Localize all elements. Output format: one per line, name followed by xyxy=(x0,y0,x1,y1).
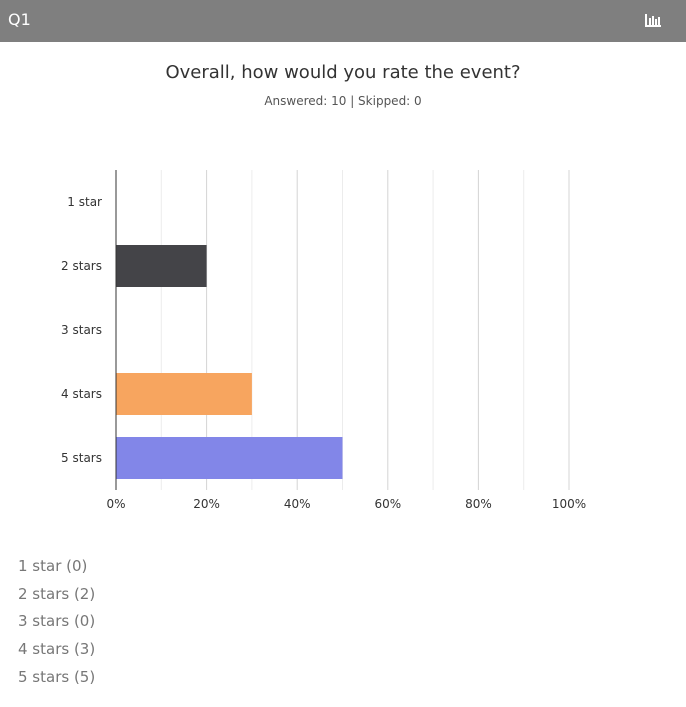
category-label: 1 star xyxy=(67,195,102,209)
list-item: 3 stars (0) xyxy=(18,612,96,631)
x-tick-label: 60% xyxy=(374,497,401,511)
x-tick-label: 100% xyxy=(552,497,586,511)
x-tick-label: 20% xyxy=(193,497,220,511)
category-label: 3 stars xyxy=(61,323,102,337)
list-item: 4 stars (3) xyxy=(18,640,96,659)
category-label: 4 stars xyxy=(61,387,102,401)
rating-bar-chart: 1 star 2 stars 3 stars 4 stars 5 stars 0% 20% 4… xyxy=(61,170,586,511)
answer-stats: Answered: 10 | Skipped: 0 xyxy=(264,94,422,108)
question-header: Q1 xyxy=(0,0,686,42)
list-item: 2 stars (2) xyxy=(18,584,96,603)
category-label: 2 stars xyxy=(61,259,102,273)
category-label: 5 stars xyxy=(61,451,102,465)
x-tick-label: 0% xyxy=(106,497,125,511)
bar-chart-icon[interactable] xyxy=(644,12,662,28)
question-title: Overall, how would you rate the event? xyxy=(165,62,521,83)
response-count-list: 1 star (0) 2 stars (2) 3 stars (0) 4 sta… xyxy=(18,554,95,692)
list-item: 5 stars (5) xyxy=(18,667,96,686)
x-tick-label: 80% xyxy=(465,497,492,511)
question-number: Q1 xyxy=(8,10,31,29)
bar xyxy=(116,437,343,479)
x-tick-label: 40% xyxy=(284,497,311,511)
list-item: 1 star (0) xyxy=(18,557,88,575)
bar xyxy=(116,245,207,287)
bar xyxy=(116,373,252,415)
